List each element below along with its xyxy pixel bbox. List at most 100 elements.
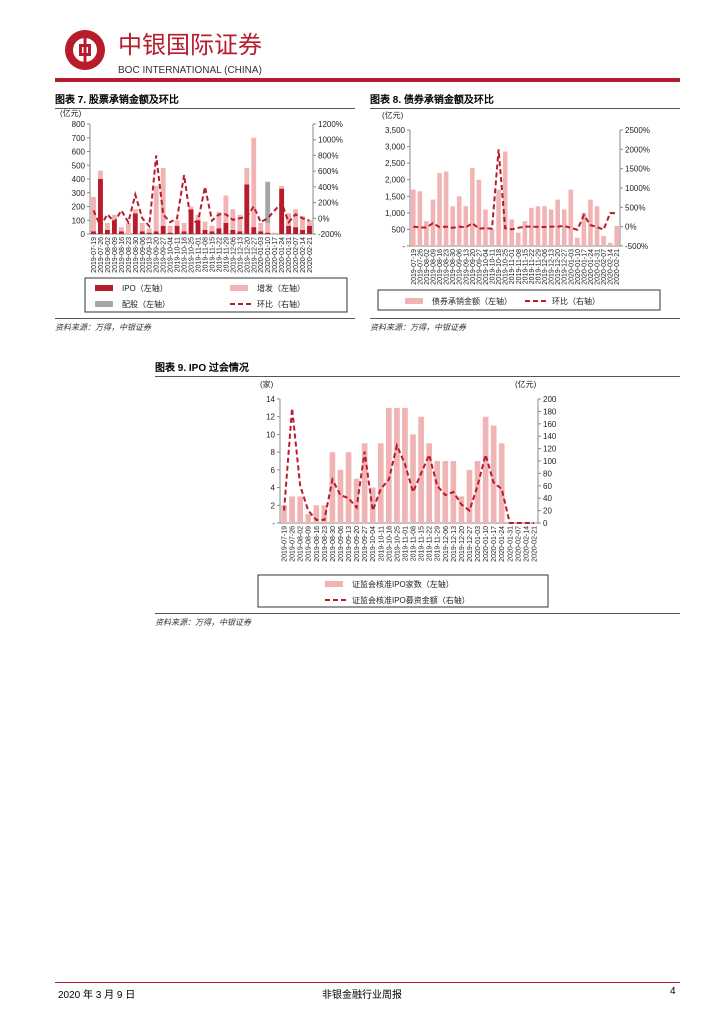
tick-label: 80 [543, 469, 552, 478]
x-tick-label: 2020-02-14 [300, 237, 307, 273]
bar [522, 221, 528, 246]
bar [118, 227, 124, 232]
x-tick-label: 2020-01-03 [475, 526, 482, 562]
tick-label: 100 [543, 457, 557, 466]
unit: (亿元) [382, 110, 404, 120]
x-tick-label: 2019-12-20 [459, 526, 466, 562]
unit: (亿元) [60, 108, 82, 118]
rule [370, 318, 680, 319]
bar [146, 228, 152, 233]
x-tick-label: 2019-08-09 [430, 249, 437, 285]
x-tick-label: 2019-08-30 [450, 249, 457, 285]
bar [286, 213, 292, 226]
legend-label: 增发（左轴） [257, 283, 305, 293]
source: 资料来源：万得，中银证券 [155, 618, 251, 627]
x-tick-label: 2019-08-23 [322, 526, 329, 562]
bar [174, 225, 180, 234]
bar [474, 461, 481, 523]
legend-swatch [325, 581, 343, 587]
bar [529, 207, 534, 246]
bar [300, 216, 305, 230]
legend-label: 债券承销金额（左轴） [432, 296, 512, 306]
bar [361, 443, 368, 523]
bar [482, 416, 489, 523]
x-tick-label: 2019-10-04 [483, 249, 490, 285]
tick-label: 3,000 [385, 143, 406, 152]
x-tick-label: 2020-01-03 [258, 237, 265, 273]
bar [515, 232, 521, 246]
x-tick-label: 2019-09-13 [147, 237, 154, 273]
bar [265, 181, 271, 223]
x-tick-label: 2020-01-10 [575, 249, 582, 285]
x-tick-label: 2019-09-06 [457, 249, 464, 285]
bar [132, 213, 138, 234]
bar [139, 231, 145, 234]
bar [139, 223, 145, 232]
tick-label: 500 [72, 161, 86, 170]
bar [307, 220, 312, 226]
x-tick-label: 2020-01-31 [507, 526, 514, 562]
x-tick-label: 2020-02-14 [523, 526, 530, 562]
x-tick-label: 2019-11-22 [216, 237, 223, 272]
x-tick-label: 2019-12-06 [443, 526, 450, 562]
rule [155, 613, 680, 614]
x-tick-label: 2020-02-21 [531, 526, 538, 562]
x-tick-label: 2019-10-25 [503, 249, 510, 285]
x-tick-label: 2019-12-06 [230, 237, 237, 273]
tick-label: -500% [625, 242, 648, 251]
bar [237, 231, 243, 234]
tick-label: 2500% [625, 126, 650, 135]
tick-label: -200% [318, 230, 341, 239]
bar [188, 206, 194, 210]
bar [476, 179, 482, 246]
x-tick-label: 2019-11-29 [535, 249, 542, 284]
bar [418, 416, 424, 523]
tick-label: 2,000 [385, 176, 406, 185]
tick-label: 200% [318, 199, 338, 208]
tick-label: 600% [318, 167, 338, 176]
tick-label: 120 [543, 445, 557, 454]
bar [265, 232, 271, 234]
x-tick-label: 2019-12-20 [555, 249, 562, 285]
tick-label: 200 [543, 395, 557, 404]
x-tick-label: 2019-11-22 [529, 249, 536, 284]
bar [216, 228, 222, 234]
bar [581, 212, 587, 246]
bar [265, 223, 271, 233]
x-tick-label: 2019-12-13 [237, 237, 244, 273]
unit: (亿元) [515, 379, 537, 389]
x-tick-label: 2019-09-27 [161, 237, 168, 273]
tick-label: 800 [72, 120, 86, 129]
tick-label: 160 [543, 420, 557, 429]
bar [498, 443, 505, 523]
bar [458, 496, 465, 523]
bar [483, 209, 488, 246]
bar [98, 170, 103, 179]
rule [55, 318, 355, 319]
bar [386, 407, 392, 523]
bar [313, 505, 320, 523]
bar [470, 168, 475, 246]
x-tick-label: 2019-08-23 [126, 237, 133, 273]
x-tick-label: 2019-08-02 [424, 249, 431, 285]
bar [132, 209, 138, 214]
x-tick-label: 2019-11-01 [509, 249, 516, 284]
bar [202, 229, 208, 234]
bar [297, 496, 303, 523]
tick-label: 800% [318, 151, 338, 160]
x-tick-label: 2019-11-01 [402, 526, 409, 561]
x-tick-label: 2019-08-16 [119, 237, 126, 273]
x-tick-label: 2019-12-27 [467, 526, 474, 562]
bar [104, 229, 110, 234]
tick-label: 100 [72, 216, 86, 225]
legend-swatch [95, 285, 113, 291]
chart: 0 100 200 300 400 500 600 700 800 -200% 0% 200% 400%… [60, 108, 348, 313]
tick-label: 1000% [318, 136, 343, 145]
bar [223, 223, 229, 234]
x-tick-label: 2019-09-20 [470, 249, 477, 285]
tick-label: 1000% [625, 184, 650, 193]
x-tick-label: 2020-02-21 [614, 249, 621, 285]
x-tick-label: 2019-12-06 [542, 249, 549, 285]
legend-box [84, 277, 348, 313]
bar [258, 231, 264, 234]
